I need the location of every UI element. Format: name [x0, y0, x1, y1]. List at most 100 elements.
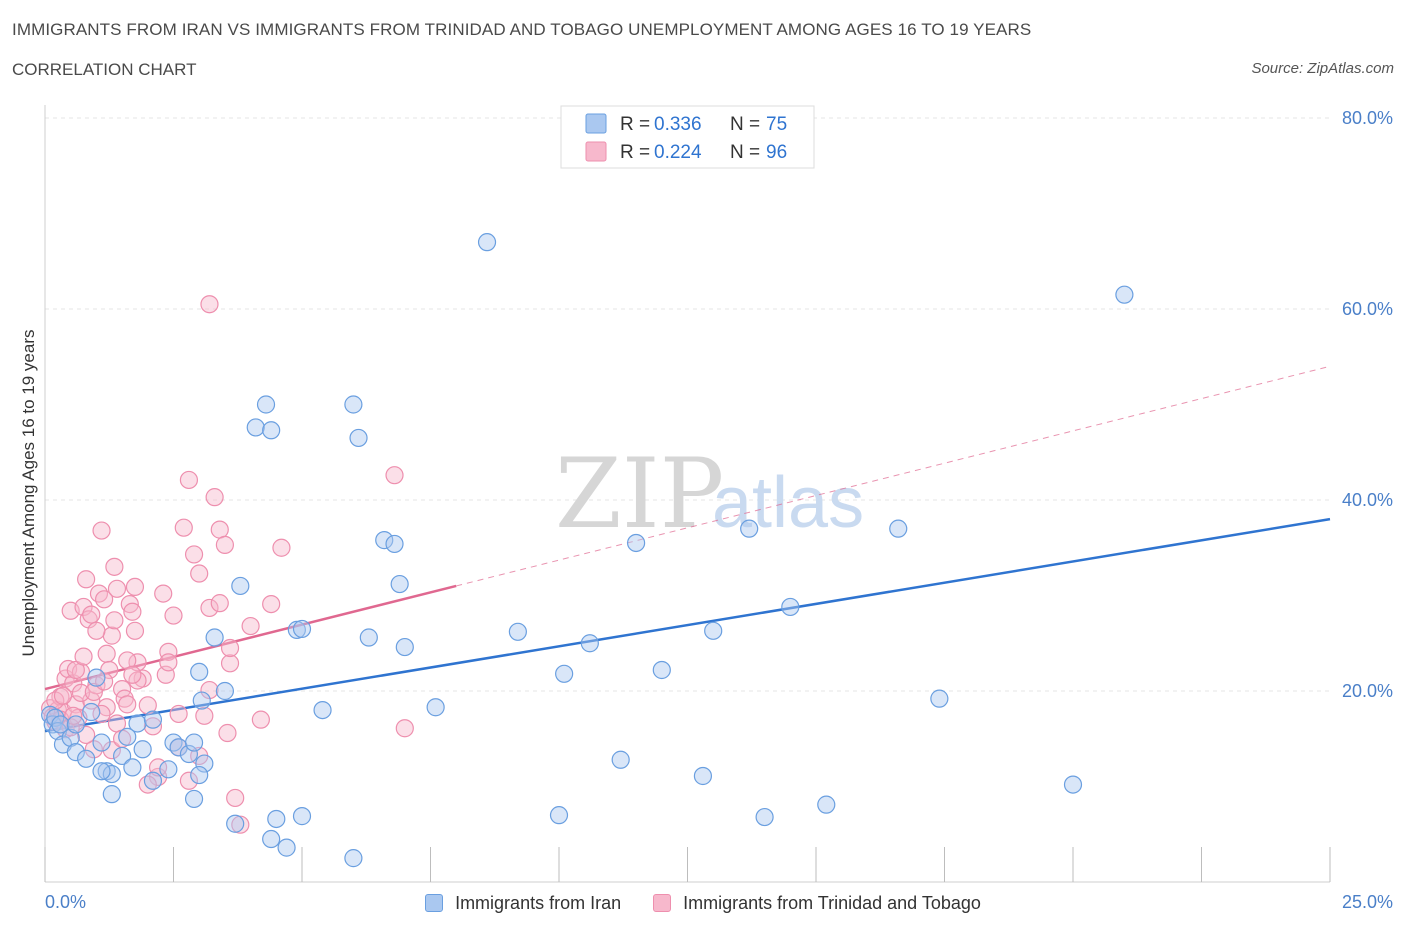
trinidad-point: [174, 518, 193, 537]
iran-point: [626, 533, 646, 553]
trinidad-point: [97, 644, 116, 663]
trinidad-point: [125, 577, 145, 597]
trinidad-point: [95, 590, 114, 609]
bottom-legend-swatch-trinidad: [653, 894, 672, 912]
iran-point: [1063, 775, 1083, 794]
iran-point: [580, 634, 599, 653]
legend-swatch-trinidad: [585, 141, 607, 162]
trinidad-point: [125, 621, 145, 640]
trinidad-point: [164, 606, 183, 625]
watermark-zip: ZIP: [555, 438, 724, 550]
bottom-legend-item-iran: Immigrants from Iran: [425, 893, 621, 914]
trinidad-point: [262, 594, 281, 614]
iran-trend-line: [44, 517, 1331, 733]
trinidad-point: [74, 647, 93, 666]
trinidad-trend: [44, 365, 1331, 691]
iran-point: [313, 700, 332, 720]
iran-point: [277, 838, 296, 857]
iran-point: [87, 668, 106, 687]
trinidad-point: [159, 653, 178, 672]
iran-point: [82, 702, 101, 722]
trinidad-point: [195, 706, 214, 725]
y-tick-label: 80.0%: [1342, 108, 1393, 128]
trinidad-point: [82, 605, 101, 624]
iran-point: [92, 733, 111, 752]
iran-point: [190, 662, 209, 682]
iran-point: [205, 628, 224, 647]
bottom-legend-label-trinidad: Immigrants from Trinidad and Tobago: [683, 892, 981, 913]
trinidad-point: [395, 719, 414, 738]
bottom-legend: Immigrants from Iran Immigrants from Tri…: [0, 888, 1406, 918]
trinidad-point: [200, 295, 219, 314]
iran-point: [118, 727, 137, 746]
iran-point: [287, 620, 306, 639]
bottom-legend-item-trinidad: Immigrants from Trinidad and Tobago: [653, 893, 981, 914]
iran-point: [359, 628, 378, 647]
iran-point: [262, 421, 281, 440]
legend-r-value-trinidad: 0.224: [654, 142, 702, 163]
iran-point: [159, 760, 178, 779]
iran-point: [97, 762, 116, 781]
trinidad-point: [77, 570, 96, 589]
iran-point: [184, 789, 204, 809]
iran-point: [740, 519, 759, 538]
iran-point: [555, 664, 574, 683]
trinidad-point: [102, 741, 121, 760]
trinidad-trend-line: [44, 584, 457, 691]
trinidad-point: [218, 723, 237, 743]
y-tick-label: 60.0%: [1342, 299, 1393, 319]
trinidad-point: [241, 616, 260, 636]
iran-point: [385, 534, 404, 554]
iran-point: [1115, 285, 1134, 304]
iran-point: [226, 814, 245, 833]
x-ticks: [44, 847, 1331, 882]
legend-n-label-trinidad: N =: [730, 142, 760, 163]
legend-r-label-trinidad: R =: [620, 142, 650, 163]
trinidad-point: [220, 654, 240, 673]
trinidad-point: [205, 488, 224, 507]
iran-point: [51, 715, 70, 734]
iran-point: [508, 622, 527, 641]
iran-point: [143, 771, 163, 790]
iran-point: [549, 806, 569, 825]
trinidad-point: [220, 638, 240, 658]
trinidad-point: [105, 557, 124, 576]
iran-point: [262, 829, 281, 849]
iran-point: [231, 576, 250, 596]
iran-point: [755, 807, 774, 827]
iran-point: [344, 395, 363, 414]
trinidad-point: [226, 788, 245, 808]
trinidad-point: [184, 545, 204, 564]
iran-point: [817, 795, 836, 814]
trinidad-point: [123, 602, 142, 621]
trinidad-point: [138, 696, 157, 715]
iran-point: [930, 689, 949, 708]
trinidad-point: [251, 710, 270, 729]
trinidad-point: [200, 598, 219, 618]
iran-point: [77, 749, 96, 768]
trinidad-point: [143, 717, 163, 736]
iran-point: [143, 710, 163, 729]
trinidad-points: [41, 295, 414, 834]
legend-n-value-iran: 75: [766, 114, 787, 135]
iran-point: [390, 574, 409, 594]
iran-point: [112, 746, 132, 766]
iran-point: [704, 621, 723, 640]
iran-point: [246, 418, 265, 437]
trinidad-point: [118, 695, 137, 714]
iran-point: [344, 849, 363, 868]
trinidad-point: [107, 579, 127, 598]
iran-point: [426, 698, 445, 717]
iran-point: [102, 764, 121, 784]
iran-point: [61, 728, 80, 747]
trinidad-point: [154, 584, 173, 603]
gridlines: [45, 117, 1330, 692]
legend-r-label-iran: R =: [620, 114, 650, 135]
trinidad-point: [105, 611, 124, 630]
trinidad-point: [190, 564, 209, 583]
chart-title: IMMIGRANTS FROM IRAN VS IMMIGRANTS FROM …: [12, 20, 1032, 39]
y-tick-label: 20.0%: [1342, 681, 1393, 701]
y-tick-labels: 20.0% 40.0% 60.0% 80.0%: [1342, 108, 1393, 701]
stats-legend: R = 0.336 N = 75 R = 0.224 N = 96: [560, 105, 815, 169]
